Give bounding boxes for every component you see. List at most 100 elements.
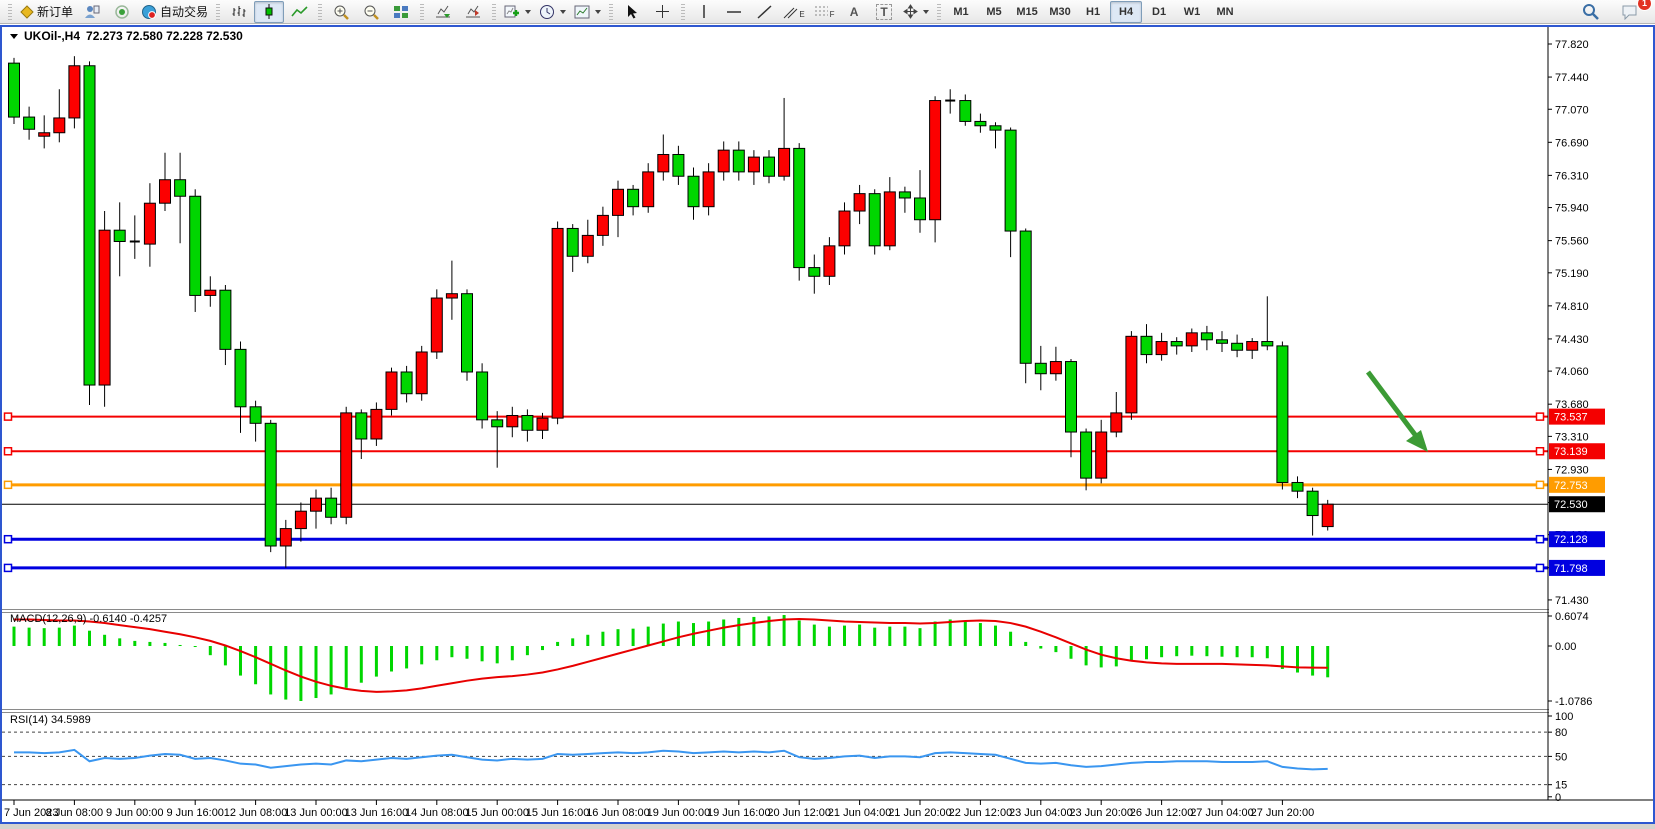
timeframe-button-m1[interactable]: M1 <box>953 5 969 18</box>
symbol-timeframe-label: UKOil-,H4 <box>24 29 81 43</box>
panel-separator-2[interactable] <box>2 709 1653 713</box>
zoom-out-button[interactable] <box>356 1 386 23</box>
toolbar-grip[interactable] <box>609 3 614 20</box>
price-tick-label: 73.310 <box>1555 431 1589 443</box>
timeframe-button-mn[interactable]: MN <box>1216 5 1234 18</box>
price-line-labels: 73.537 73.139 72.753 72.530 72.128 71.798 <box>1549 408 1605 576</box>
text-tool-button[interactable]: A <box>839 1 869 23</box>
price-tick-label: 74.060 <box>1555 366 1589 378</box>
fibonacci-tool-button[interactable]: F <box>809 1 839 23</box>
trendline-tool-button[interactable] <box>749 1 779 23</box>
templates-dropdown-arrow[interactable] <box>595 9 602 14</box>
price-label-text: 73.537 <box>1554 412 1588 424</box>
hline-endpoint-marker[interactable] <box>1535 446 1545 456</box>
hline-endpoint-marker[interactable] <box>3 446 13 456</box>
rsi-axis-label: 15 <box>1555 780 1567 792</box>
hline-endpoint-marker[interactable] <box>3 534 13 544</box>
timeframe-button-m5[interactable]: M5 <box>986 5 1002 18</box>
time-tick-label: 14 Jun 08:00 <box>405 807 469 819</box>
vertical-line-tool-button[interactable] <box>689 1 719 23</box>
hline-endpoint-marker[interactable] <box>3 480 13 490</box>
price-label-box-71.798 <box>1549 559 1605 576</box>
bull-candle-body <box>98 229 111 386</box>
periods-button[interactable] <box>535 1 570 23</box>
bar-chart-mode-button[interactable] <box>224 1 254 23</box>
chart-title[interactable]: UKOil-,H4 72.273 72.580 72.228 72.530 <box>10 29 243 43</box>
cursor-tool-button[interactable] <box>617 1 647 23</box>
trend-arrow-shaft[interactable] <box>1366 370 1421 442</box>
auto-scroll-icon <box>436 5 451 18</box>
bull-candle-body <box>823 245 836 277</box>
bull-candle-body <box>642 171 655 208</box>
hline-endpoint-marker[interactable] <box>1535 563 1545 573</box>
toolbar-grip[interactable] <box>420 3 425 20</box>
window-bottom-edge <box>0 824 1655 829</box>
bull-candle-body <box>778 147 791 177</box>
crosshair-tool-button[interactable] <box>647 1 677 23</box>
market-watch-button[interactable] <box>77 1 107 23</box>
timeframe-button-w1[interactable]: W1 <box>1183 5 1201 18</box>
toolbar-grip[interactable] <box>937 3 942 20</box>
timeframe-button-m30[interactable]: M30 <box>1049 5 1071 18</box>
arrows-dropdown-arrow[interactable] <box>923 9 930 14</box>
periods-dropdown-arrow[interactable] <box>560 9 567 14</box>
price-tick-label: 75.560 <box>1555 236 1589 248</box>
new-order-button[interactable]: 新订单 <box>16 1 77 23</box>
bull-candle-body <box>1095 431 1108 479</box>
toolbar-grip[interactable] <box>216 3 221 20</box>
bear-candle-body <box>189 195 202 296</box>
timeframe-button-d1[interactable]: D1 <box>1152 5 1167 18</box>
line-chart-mode-button[interactable] <box>284 1 314 23</box>
indicators-dropdown-arrow[interactable] <box>525 9 532 14</box>
macd-panel[interactable] <box>12 615 1330 702</box>
symbol-dropdown-icon[interactable] <box>10 33 18 39</box>
horizontal-line-tool-button[interactable] <box>719 1 749 23</box>
hline-endpoint-marker[interactable] <box>3 412 13 421</box>
panel-separator-1[interactable] <box>2 609 1653 613</box>
tile-windows-button[interactable] <box>386 1 416 23</box>
horizontal-lines[interactable] <box>2 412 1548 573</box>
bull-candle-body <box>612 188 624 216</box>
trend-arrow-annotation[interactable] <box>1366 370 1428 452</box>
hline-endpoint-marker[interactable] <box>3 563 13 573</box>
search-button[interactable] <box>1575 1 1605 23</box>
chart-shift-button[interactable] <box>458 1 488 23</box>
bear-candle-body <box>808 267 821 277</box>
bear-candle-body <box>627 188 640 208</box>
hline-endpoint-marker[interactable] <box>1535 534 1545 544</box>
bear-candle-body <box>1231 342 1244 351</box>
price-tick-label: 73.680 <box>1555 399 1589 411</box>
toolbar-grip[interactable] <box>681 3 686 20</box>
clock-icon <box>540 4 555 19</box>
signals-button[interactable] <box>107 1 137 23</box>
time-tick-label: 22 Jun 12:00 <box>949 807 1013 819</box>
label-tool-button[interactable]: T <box>869 1 899 23</box>
channel-tool-button[interactable]: E <box>779 1 809 23</box>
trend-arrow-head[interactable] <box>1406 430 1428 452</box>
bull-candle-body <box>68 65 81 119</box>
toolbar-grip[interactable] <box>318 3 323 20</box>
zoom-in-button[interactable] <box>326 1 356 23</box>
timeframe-button-h4[interactable]: H4 <box>1110 0 1143 23</box>
templates-button[interactable] <box>570 1 605 23</box>
macd-axis-label: 0.6074 <box>1555 611 1589 623</box>
notifications-button[interactable]: 1 <box>1615 0 1652 23</box>
toolbar-grip[interactable] <box>492 3 497 20</box>
candlestick-icon <box>265 4 273 19</box>
hline-endpoint-marker[interactable] <box>1535 412 1545 421</box>
candlestick-mode-button[interactable] <box>254 0 285 23</box>
hline-endpoint-marker[interactable] <box>1535 480 1545 490</box>
timeframe-button-m15[interactable]: M15 <box>1016 5 1038 18</box>
candlestick-series[interactable] <box>8 56 1334 568</box>
indicators-button[interactable] <box>500 1 535 23</box>
auto-scroll-button[interactable] <box>428 1 458 23</box>
rsi-panel[interactable] <box>2 731 1548 786</box>
arrows-tool-button[interactable] <box>899 1 933 23</box>
bear-candle-body <box>898 191 911 199</box>
bear-candle-body <box>8 62 20 118</box>
auto-trading-button[interactable]: 自动交易 <box>137 1 212 23</box>
toolbar-grip[interactable] <box>8 3 12 20</box>
timeframe-button-h1[interactable]: H1 <box>1086 5 1101 18</box>
